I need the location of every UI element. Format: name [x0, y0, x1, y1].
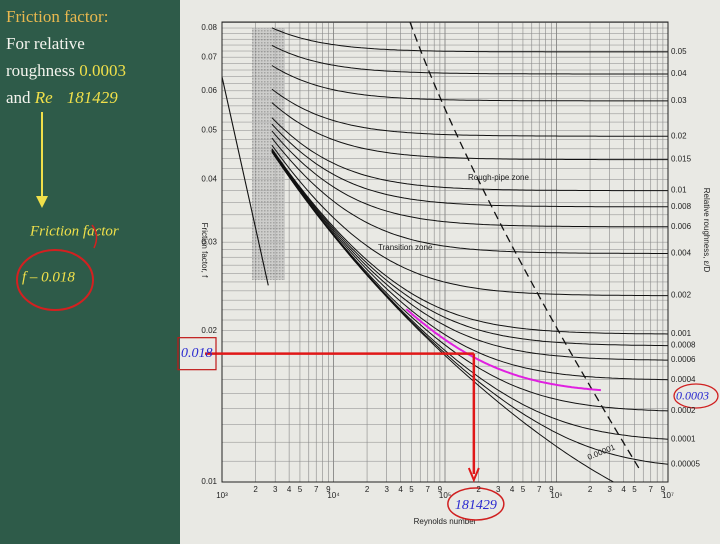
x-minor-label: 2 [253, 485, 258, 494]
roughness-label: 0.01 [671, 186, 687, 195]
x-minor-label: 3 [607, 485, 612, 494]
x-tick-label: 10³ [216, 491, 228, 500]
roughness-label: 0.00005 [671, 459, 700, 468]
roughness-label: 0.001 [671, 329, 692, 338]
y-tick-label: 0.02 [201, 326, 217, 335]
x-minor-label: 5 [521, 485, 526, 494]
x-minor-label: 9 [661, 485, 666, 494]
x-minor-label: 5 [409, 485, 414, 494]
x-minor-label: 2 [365, 485, 370, 494]
y-tick-label: 0.08 [201, 23, 217, 32]
x-minor-label: 9 [438, 485, 443, 494]
result-value: f – 0.018 [22, 269, 75, 285]
x-minor-label: 4 [510, 485, 515, 494]
y-tick-label: 0.07 [201, 52, 217, 61]
roughness-label: 0.0004 [671, 375, 696, 384]
slide-text: roughness 0.0003 [6, 61, 126, 80]
x-minor-label: 4 [398, 485, 403, 494]
x-minor-label: 4 [287, 485, 292, 494]
x-minor-label: 7 [426, 485, 431, 494]
x-minor-label: 7 [537, 485, 542, 494]
roughness-label: 0.05 [671, 47, 687, 56]
roughness-label: 0.006 [671, 222, 692, 231]
annotation-value: 0.0003 [676, 389, 709, 403]
x-minor-label: 3 [496, 485, 501, 494]
y-tick-label: 0.06 [201, 86, 217, 95]
x-minor-label: 9 [549, 485, 554, 494]
slide-title: Friction factor: [6, 7, 108, 26]
x-minor-label: 4 [621, 485, 626, 494]
x-minor-label: 5 [632, 485, 637, 494]
annotation-value: 0.018 [181, 346, 213, 361]
x-minor-label: 9 [326, 485, 331, 494]
page: {"slide": {"title": "Friction factor:", … [0, 0, 720, 544]
slide-text: and [6, 88, 31, 107]
y-tick-label: 0.04 [201, 174, 217, 183]
x-minor-label: 2 [588, 485, 593, 494]
roughness-label: 0.0002 [671, 406, 696, 415]
right-axis-title: Relative roughness, ε/D [702, 188, 711, 273]
zone-label: Transition zone [378, 243, 433, 252]
x-minor-label: 2 [476, 485, 481, 494]
slide-symbol: Re [34, 88, 53, 107]
roughness-label: 0.04 [671, 69, 687, 78]
roughness-label: 0.004 [671, 249, 692, 258]
y-tick-label: 0.01 [201, 477, 217, 486]
slide: Friction factor: For relative roughness … [0, 0, 720, 544]
roughness-label: 0.0006 [671, 355, 696, 364]
x-minor-label: 5 [298, 485, 303, 494]
x-minor-label: 7 [649, 485, 654, 494]
roughness-label: 0.015 [671, 155, 692, 164]
x-axis-title: Reynolds number [414, 517, 477, 526]
slide-text: For relative [6, 34, 85, 53]
y-tick-label: 0.05 [201, 126, 217, 135]
slide-value: 0.0003 [79, 61, 126, 80]
x-minor-label: 3 [273, 485, 278, 494]
roughness-label: 0.03 [671, 96, 687, 105]
result-label: Friction factor [29, 223, 119, 239]
roughness-label: 0.008 [671, 202, 692, 211]
y-tick-label: 0.03 [201, 237, 217, 246]
y-axis-title: Friction factor, f [200, 223, 209, 278]
x-minor-label: 7 [314, 485, 319, 494]
roughness-label: 0.02 [671, 131, 687, 140]
slide-text: roughness [6, 61, 75, 80]
x-minor-label: 3 [384, 485, 389, 494]
annotation-value: 181429 [455, 498, 497, 513]
roughness-label: 0.0008 [671, 341, 696, 350]
critical-zone [252, 28, 285, 280]
roughness-label: 0.0001 [671, 434, 696, 443]
slide-value: 181429 [67, 88, 119, 107]
zone-label: Rough-pipe zone [468, 173, 529, 182]
roughness-label: 0.002 [671, 291, 692, 300]
